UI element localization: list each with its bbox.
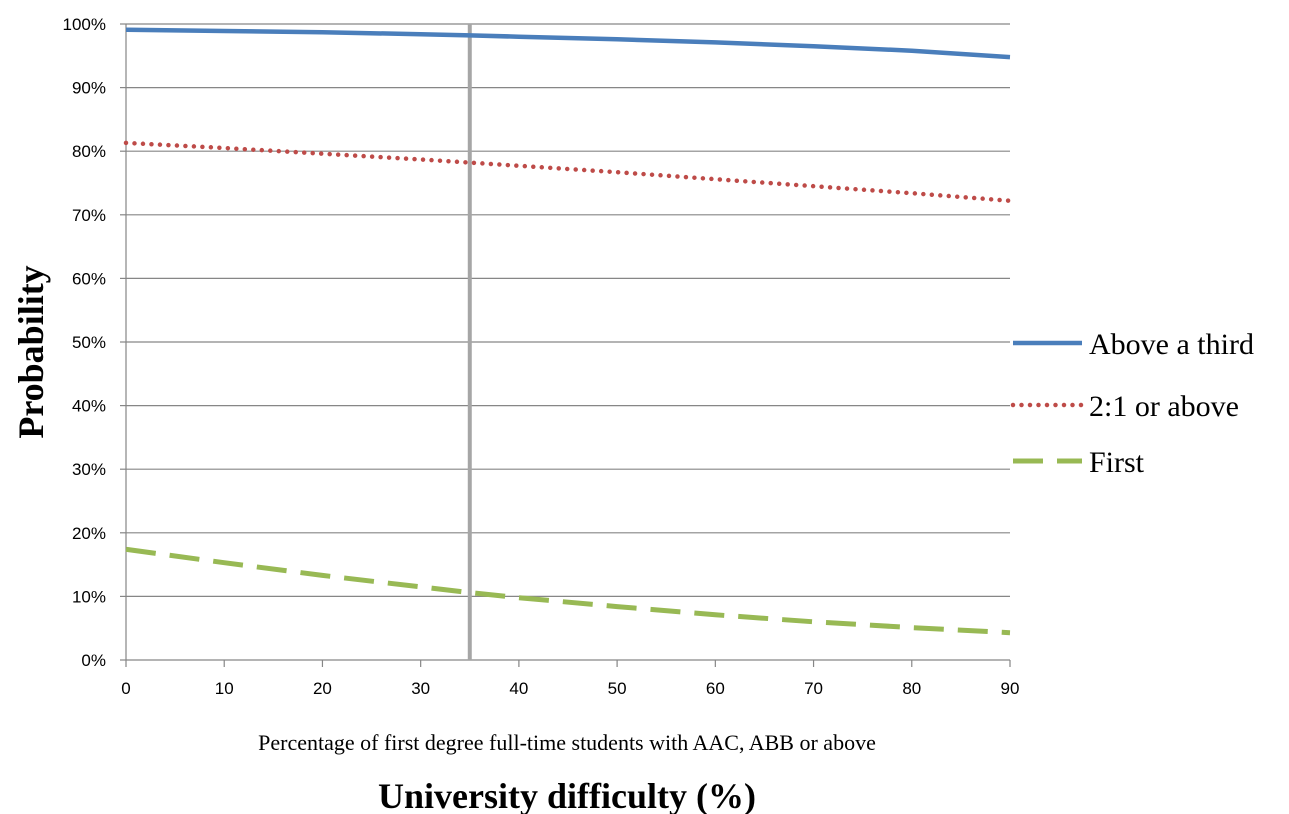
series-line — [125, 27, 1011, 60]
x-tick-label: 80 — [902, 679, 921, 698]
x-tick-label: 0 — [121, 679, 130, 698]
series-line — [125, 546, 1011, 636]
y-tick-label: 10% — [72, 587, 106, 606]
y-tick-label: 90% — [72, 79, 106, 98]
legend-label: Above a third — [1089, 328, 1254, 361]
axes — [120, 23, 1011, 667]
x-tick-label: 70 — [804, 679, 823, 698]
y-tick-label: 30% — [72, 460, 106, 479]
x-tick-label: 30 — [411, 679, 430, 698]
series-line — [123, 140, 1013, 204]
y-tick-labels: 0% 10% 20% 30% 40% 50% 60% 70% 80% 90% 100% — [63, 15, 106, 670]
legend-label: 2:1 or above — [1089, 390, 1239, 423]
y-tick-label: 40% — [72, 397, 106, 416]
legend: Above a third 2:1 or above First — [1010, 328, 1254, 479]
legend-label: First — [1089, 446, 1145, 479]
x-tick-label: 90 — [1001, 679, 1020, 698]
y-tick-label: 60% — [72, 269, 106, 288]
x-tick-label: 40 — [509, 679, 528, 698]
y-tick-label: 100% — [63, 15, 106, 34]
x-tick-label: 10 — [215, 679, 234, 698]
x-axis-subtitle: Percentage of first degree full-time stu… — [258, 730, 876, 755]
x-tick-label: 50 — [608, 679, 627, 698]
gridlines — [126, 23, 1010, 598]
y-tick-label: 70% — [72, 206, 106, 225]
x-tick-label: 60 — [706, 679, 725, 698]
y-tick-label: 20% — [72, 524, 106, 543]
y-tick-label: 80% — [72, 142, 106, 161]
y-tick-label: 50% — [72, 333, 106, 352]
y-axis-title: Probability — [11, 265, 51, 438]
x-tick-label: 20 — [313, 679, 332, 698]
y-tick-label: 0% — [81, 651, 106, 670]
x-tick-labels: 0 10 20 30 40 50 60 70 80 90 — [121, 679, 1019, 698]
series-lines — [123, 27, 1013, 636]
x-axis-title: University difficulty (%) — [378, 776, 756, 814]
